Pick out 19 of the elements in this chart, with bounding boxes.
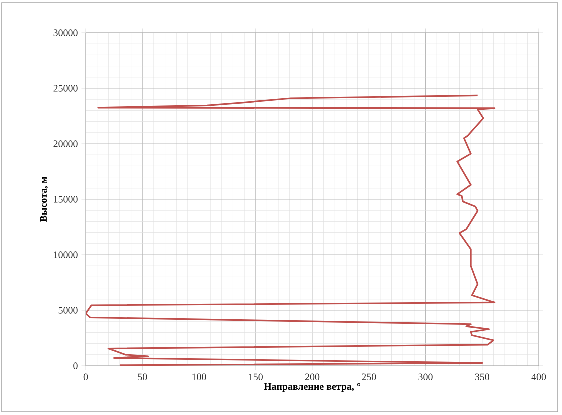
line-series bbox=[86, 94, 496, 366]
x-axis-title: Направление ветра, ° bbox=[264, 383, 360, 392]
y-tick-label: 10000 bbox=[54, 252, 78, 258]
y-axis-title: Высота, м bbox=[40, 177, 48, 222]
x-tick-label: 150 bbox=[249, 374, 263, 380]
y-tick-label: 25000 bbox=[54, 85, 78, 92]
y-tick-label: 0 bbox=[74, 362, 78, 370]
x-tick-label: 350 bbox=[475, 374, 490, 380]
x-tick-label: 200 bbox=[305, 374, 320, 380]
x-tick-label: 50 bbox=[138, 374, 148, 380]
x-tick-label: 0 bbox=[84, 374, 88, 380]
y-tick-label: 20000 bbox=[54, 140, 78, 148]
x-tick-label: 250 bbox=[362, 374, 376, 380]
x-tick-label: 300 bbox=[418, 374, 433, 380]
x-tick-label: 100 bbox=[192, 374, 206, 380]
y-tick-label: 30000 bbox=[54, 30, 78, 36]
x-tick-label: 400 bbox=[532, 374, 546, 380]
y-tick-label: 15000 bbox=[54, 196, 78, 203]
y-tick-label: 5000 bbox=[58, 307, 78, 314]
